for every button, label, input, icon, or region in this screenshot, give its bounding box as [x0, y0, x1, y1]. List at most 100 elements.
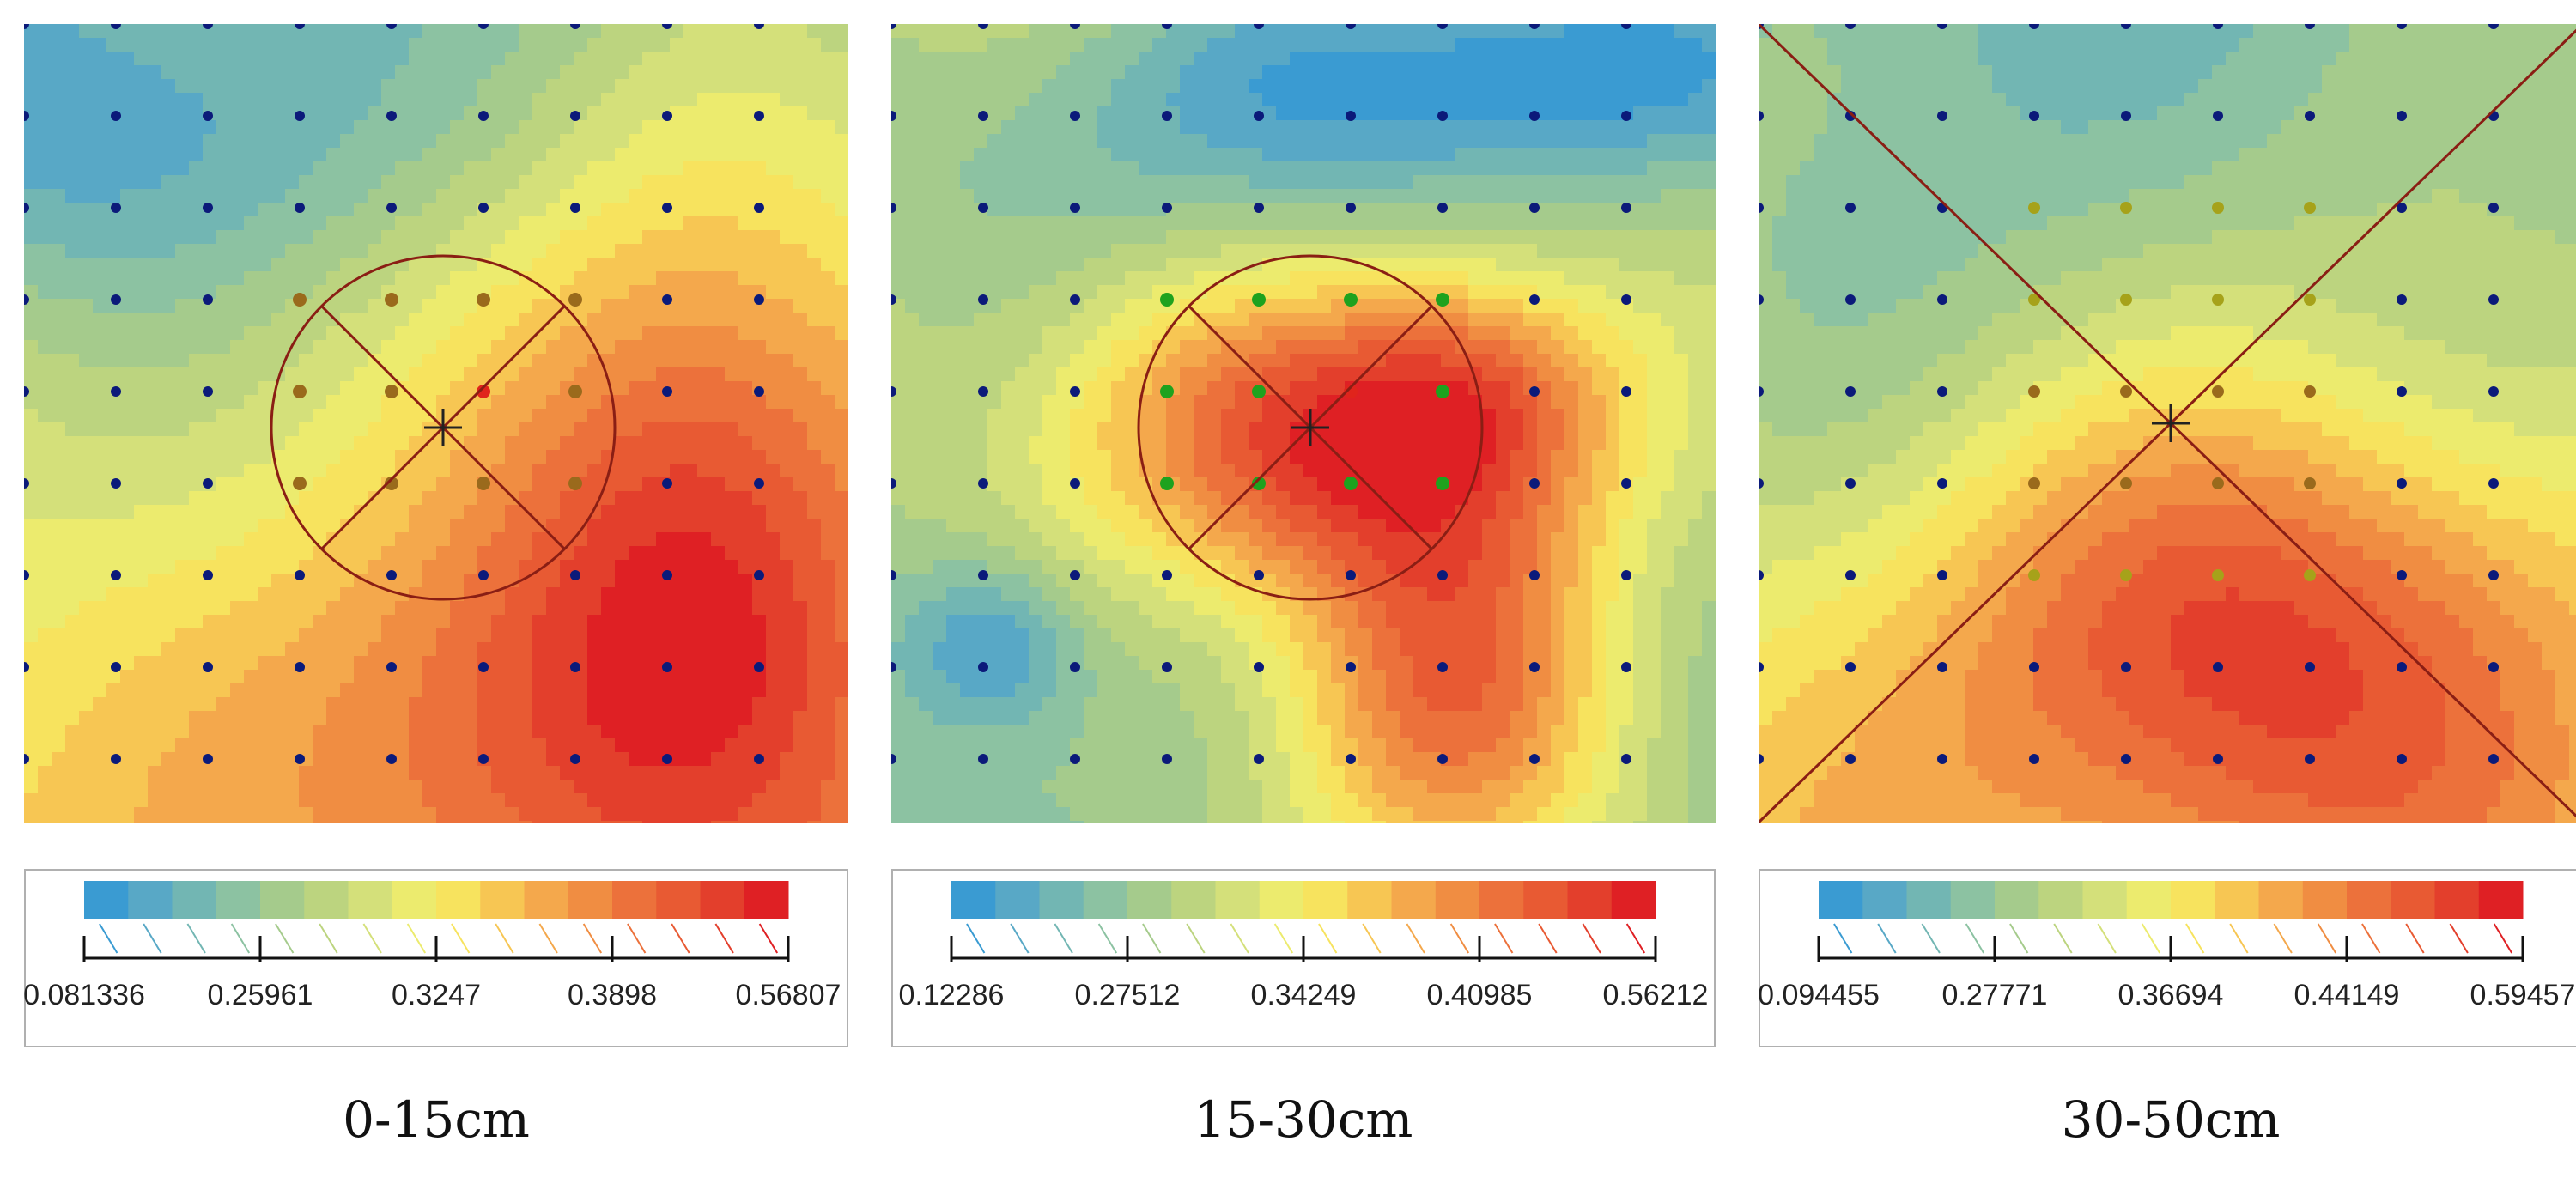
- heatmap-cell: [532, 615, 547, 629]
- heatmap-cell: [381, 326, 396, 341]
- heatmap-cell: [532, 725, 547, 739]
- heatmap-cell: [148, 519, 162, 533]
- heatmap-cell: [519, 367, 533, 382]
- heatmap-cell: [1400, 244, 1414, 258]
- heatmap-cell: [1413, 313, 1428, 327]
- heatmap-cell: [505, 546, 519, 561]
- heatmap-cell: [120, 79, 135, 94]
- heatmap-cell: [1125, 148, 1139, 162]
- heatmap-cell: [642, 477, 657, 492]
- heatmap-cell: [368, 93, 382, 107]
- heatmap-cell: [134, 711, 149, 725]
- heatmap-cell: [835, 79, 848, 94]
- heatmap-cell: [436, 766, 451, 780]
- heatmap-cell: [738, 24, 753, 39]
- heatmap-cell: [79, 587, 94, 602]
- heatmap-cell: [93, 505, 107, 519]
- heatmap-cell: [629, 161, 643, 176]
- heatmap-cell: [835, 106, 848, 121]
- heatmap-cell: [752, 422, 767, 437]
- heatmap-cell: [793, 560, 808, 574]
- heatmap-cell: [189, 354, 204, 368]
- heatmap-cell: [1674, 52, 1689, 66]
- heatmap-cell: [1661, 79, 1675, 94]
- sample-point: [570, 754, 580, 764]
- heatmap-cell: [381, 134, 396, 149]
- heatmap-cell: [1496, 230, 1510, 245]
- heatmap-cell: [148, 752, 162, 767]
- heatmap-cell: [93, 203, 107, 217]
- heatmap-cell: [285, 642, 300, 657]
- heatmap-cell: [1317, 65, 1332, 80]
- heatmap-cell: [987, 38, 1002, 52]
- heatmap-cell: [230, 93, 245, 107]
- heatmap-cell: [189, 367, 204, 382]
- heatmap-cell: [1331, 24, 1346, 39]
- heatmap-cell: [1510, 38, 1524, 52]
- heatmap-cell: [725, 52, 739, 66]
- heatmap-cell: [587, 519, 602, 533]
- heatmap-cell: [216, 65, 231, 80]
- heatmap-cell: [1345, 93, 1359, 107]
- heatmap-cell: [933, 134, 947, 149]
- heatmap-cell: [313, 793, 327, 808]
- heatmap-cell: [203, 258, 217, 272]
- heatmap-cell: [491, 354, 506, 368]
- heatmap-cell: [574, 766, 588, 780]
- heatmap-cell: [1194, 24, 1208, 39]
- heatmap-cell: [738, 519, 753, 533]
- heatmap-cell: [752, 450, 767, 464]
- heatmap-cell: [615, 642, 629, 657]
- heatmap-cell: [766, 683, 781, 698]
- heatmap-cell: [450, 299, 465, 313]
- heatmap-cell: [519, 65, 533, 80]
- heatmap-cell: [65, 601, 80, 616]
- heatmap-cell: [711, 367, 726, 382]
- heatmap-cell: [780, 656, 794, 671]
- heatmap-cell: [93, 560, 107, 574]
- heatmap-cell: [1331, 313, 1346, 327]
- heatmap-cell: [807, 780, 822, 794]
- heatmap-cell: [340, 271, 355, 286]
- heatmap-cell: [738, 780, 753, 794]
- heatmap-cell: [203, 175, 217, 190]
- heatmap-cell: [38, 793, 52, 808]
- heatmap-cell: [1331, 148, 1346, 162]
- heatmap-cell: [532, 93, 547, 107]
- heatmap-cell: [161, 299, 176, 313]
- heatmap-cell: [807, 821, 822, 823]
- heatmap-cell: [587, 780, 602, 794]
- heatmap-cell: [1194, 79, 1208, 94]
- heatmap-cell: [697, 642, 712, 657]
- heatmap-cell: [725, 216, 739, 231]
- heatmap-cell: [395, 793, 410, 808]
- heatmap-cell: [244, 106, 258, 121]
- heatmap-cell: [175, 628, 190, 643]
- heatmap-cell: [79, 244, 94, 258]
- sample-point: [295, 662, 305, 672]
- heatmap-cell: [697, 725, 712, 739]
- heatmap-cell: [65, 340, 80, 355]
- heatmap-cell: [1317, 285, 1332, 300]
- heatmap-cell: [175, 546, 190, 561]
- heatmap-cell: [1001, 134, 1016, 149]
- heatmap-cell: [38, 464, 52, 478]
- heatmap-cell: [738, 574, 753, 588]
- heatmap-cell: [615, 93, 629, 107]
- heatmap-cell: [725, 436, 739, 451]
- heatmap-cell: [1551, 79, 1565, 94]
- heatmap-cell: [1097, 189, 1112, 203]
- heatmap-cell: [1166, 93, 1181, 107]
- heatmap-cell: [477, 780, 492, 794]
- heatmap-cell: [532, 65, 547, 80]
- heatmap-cell: [354, 780, 368, 794]
- heatmap-cell: [587, 711, 602, 725]
- heatmap-cell: [230, 601, 245, 616]
- heatmap-cell: [793, 244, 808, 258]
- heatmap-cell: [642, 258, 657, 272]
- heatmap-cell: [38, 711, 52, 725]
- heatmap-cell: [65, 683, 80, 698]
- heatmap-cell: [793, 519, 808, 533]
- heatmap-cell: [1606, 299, 1620, 313]
- heatmap-cell: [65, 615, 80, 629]
